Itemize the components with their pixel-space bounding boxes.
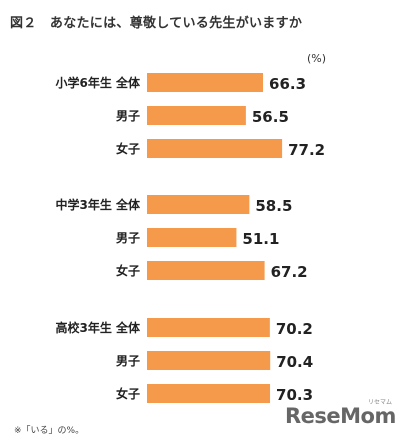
category-label: 男子 [116,354,140,368]
bar [147,351,271,370]
data-label: 70.3 [276,386,313,404]
bar [147,261,265,280]
data-label: 67.2 [271,263,308,281]
data-label: 70.4 [276,353,313,371]
brand-logo-sub: リセマム [368,399,393,406]
data-label: 70.2 [276,320,313,338]
bar [147,384,271,403]
data-label: 77.2 [288,141,325,159]
brand-logo: ReseMom [285,404,396,428]
category-label: 男子 [116,109,140,123]
footnote: ※「いる」の%。 [14,426,85,436]
category-label: 中学3年生 全体 [55,197,141,212]
data-label: 51.1 [242,230,279,248]
unit-label: (%) [307,52,327,65]
category-label: 女子 [116,141,140,156]
category-label: 高校3年生 全体 [55,320,141,335]
data-label: 58.5 [255,197,292,215]
bar [147,228,237,247]
bar [147,195,250,214]
bar [147,318,270,337]
data-label: 66.3 [269,75,306,93]
data-label: 56.5 [252,108,289,126]
bar [147,106,246,125]
category-label: 女子 [116,263,140,278]
category-label: 男子 [116,231,140,245]
category-label: 女子 [116,386,140,401]
category-label: 小学6年生 全体 [55,75,141,90]
bar [147,139,283,158]
chart-title: 図２ あなたには、尊敬している先生がいますか [10,16,303,31]
bar [147,73,264,92]
